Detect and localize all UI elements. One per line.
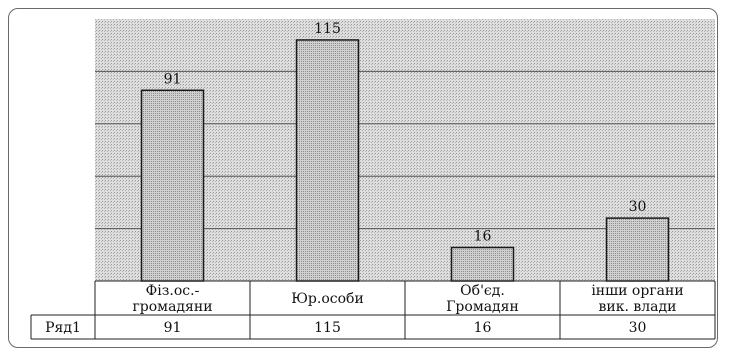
bar-1 <box>140 89 205 282</box>
category-label-1: Фіз.ос.- <box>146 283 200 299</box>
data-labels: 91 115 16 30 <box>164 21 647 245</box>
category-label-3: Громадян <box>446 299 519 315</box>
category-label-3: Об'єд. <box>460 283 505 299</box>
category-label-4: вик. влади <box>599 299 677 315</box>
chart-frame: 91 115 16 30 Фіз.ос.- громадяни Юр.особи Об'єд… <box>8 8 718 348</box>
data-label-1: 91 <box>164 71 182 87</box>
bar-2 <box>295 39 360 282</box>
bar-3 <box>450 246 515 282</box>
table-value-3: 16 <box>474 320 492 336</box>
data-label-2: 115 <box>314 21 341 37</box>
category-label-2: Юр.особи <box>291 291 364 307</box>
table-value-1: 91 <box>164 320 182 336</box>
data-table: Фіз.ос.-громадяни Юр.особи Об'єд.Громадян і… <box>30 280 716 340</box>
category-label-4: інши органи <box>591 283 683 299</box>
category-label-1: громадяни <box>132 299 212 315</box>
bar-chart: 91 115 16 30 Фіз.ос.-громадяни Юр.особи Об'єд… <box>30 19 716 340</box>
data-label-3: 16 <box>474 228 492 244</box>
table-value-4: 30 <box>629 320 647 336</box>
series-name: Ряд1 <box>45 320 81 336</box>
table-value-2: 115 <box>314 320 341 336</box>
data-label-4: 30 <box>629 199 647 215</box>
bar-4 <box>605 217 670 282</box>
